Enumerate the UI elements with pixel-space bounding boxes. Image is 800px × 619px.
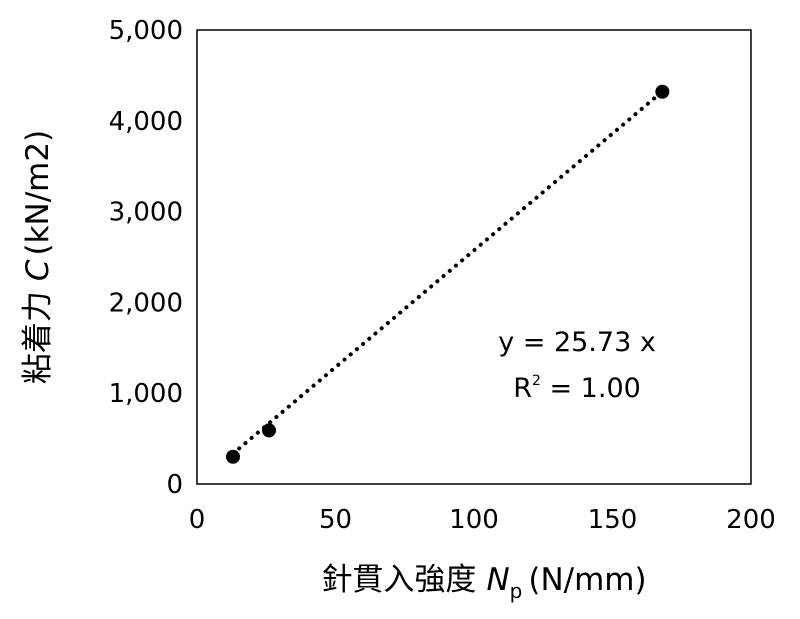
trendline-equation: y = 25.73 x (498, 327, 656, 358)
y-tick-label: 0 (166, 470, 183, 500)
r-squared-superscript: 2 (532, 373, 541, 389)
y-axis-ticks: 0 1,000 2,000 3,000 4,000 5,000 (109, 16, 183, 500)
data-points (226, 84, 670, 464)
data-point (655, 84, 670, 99)
y-tick-label: 5,000 (109, 16, 183, 46)
trendline (231, 89, 665, 456)
x-tick-label: 200 (726, 505, 776, 535)
r-squared-prefix: R (513, 373, 532, 404)
data-point (262, 423, 277, 438)
x-axis-label: 針貫入強度 (321, 562, 476, 598)
x-tick-label: 50 (319, 505, 352, 535)
x-tick-label: 150 (588, 505, 638, 535)
y-tick-label: 4,000 (109, 107, 183, 137)
r-squared-label: R2 = 1.00 (513, 373, 641, 404)
y-tick-label: 1,000 (109, 379, 183, 409)
x-tick-label: 100 (449, 505, 499, 535)
x-tick-label: 0 (189, 505, 206, 535)
x-axis-symbol: N (486, 562, 509, 598)
x-axis-title: 針貫入強度 Np (N/mm) (321, 562, 646, 603)
y-axis-title: 粘着力 C (kN/m2) (20, 130, 56, 384)
r-squared-value: = 1.00 (541, 373, 641, 404)
x-axis-ticks: 0 50 100 150 200 (189, 505, 776, 535)
y-axis-unit: (kN/m2) (20, 130, 56, 256)
y-tick-label: 2,000 (109, 288, 183, 318)
plot-frame (196, 29, 752, 485)
y-axis-label: 粘着力 (20, 291, 56, 384)
x-axis-unit: (N/mm) (528, 562, 646, 598)
data-point (226, 449, 241, 464)
y-tick-label: 3,000 (109, 198, 183, 228)
y-axis-symbol: C (20, 259, 56, 281)
x-axis-subscript: p (510, 579, 523, 603)
